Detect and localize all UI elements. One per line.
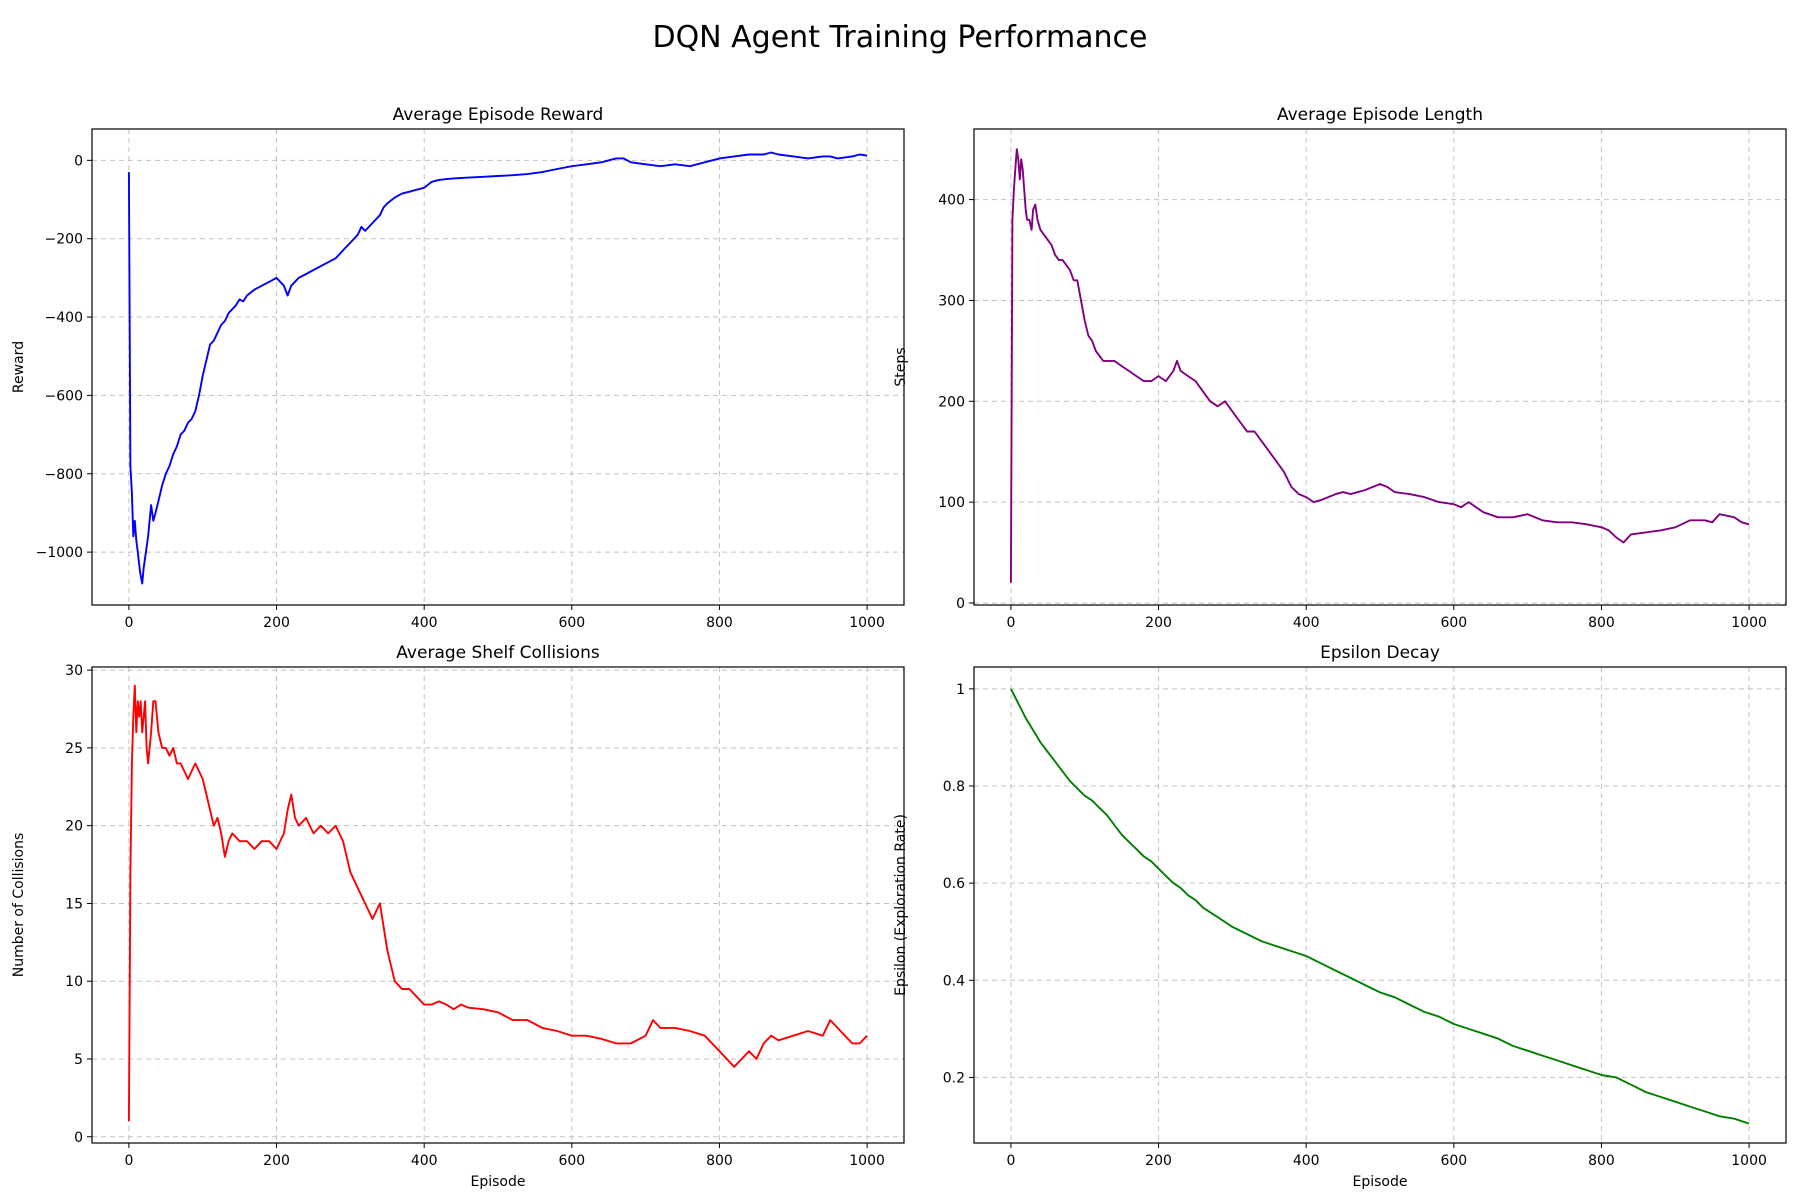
x-tick-label: 0 (124, 1153, 133, 1169)
series-line (127, 151, 868, 585)
x-tick-label: 200 (263, 615, 290, 631)
x-tick-label: 0 (124, 615, 133, 631)
subplot-title: Average Episode Length (1277, 105, 1483, 125)
plot-frame (973, 666, 1787, 1144)
x-tick-label: 0 (1006, 615, 1015, 631)
x-tick-label: 800 (1588, 615, 1615, 631)
x-tick-label: 800 (706, 1153, 733, 1169)
subplot-1: 0 200 400 600 800 1000 −1000 −800 −600 −400 −200 0 A… (11, 105, 905, 631)
series-line (127, 684, 868, 1122)
y-tick-label: 25 (65, 741, 83, 757)
x-tick-label: 600 (558, 615, 585, 631)
y-tick-label: −1000 (36, 545, 83, 561)
x-tick-label: 1000 (1731, 1153, 1767, 1169)
y-axis-label: Epsilon (Exploration Rate) (893, 814, 909, 996)
y-tick-label: 0.4 (943, 973, 965, 989)
y-tick-label: 15 (65, 896, 83, 912)
x-tick-label: 1000 (849, 615, 885, 631)
subplot-2: 0 200 400 600 800 1000 0 100 200 300 400 Average Ep… (893, 105, 1787, 631)
series-line (1010, 688, 1750, 1125)
x-tick-label: 200 (1145, 615, 1172, 631)
y-tick-label: 0 (74, 1130, 83, 1146)
y-tick-label: 30 (65, 663, 83, 679)
y-tick-label: 0 (74, 153, 83, 169)
figure-title: DQN Agent Training Performance (652, 20, 1147, 55)
x-tick-label: 800 (706, 615, 733, 631)
plot-frame (973, 128, 1787, 606)
x-tick-label: 600 (1440, 1153, 1467, 1169)
y-tick-label: 0.6 (943, 876, 965, 892)
y-tick-label: 10 (65, 974, 83, 990)
plot-frame (91, 666, 905, 1144)
y-tick-label: −800 (45, 467, 83, 483)
x-tick-label: 1000 (1731, 615, 1767, 631)
y-axis-label: Reward (11, 341, 27, 393)
x-tick-label: 400 (411, 615, 438, 631)
y-axis-label: Steps (893, 347, 909, 386)
x-axis-label: Episode (1353, 1174, 1408, 1190)
y-tick-label: −200 (45, 232, 83, 248)
y-tick-label: 100 (938, 495, 965, 511)
subplot-title: Average Episode Reward (393, 105, 604, 125)
y-tick-label: 300 (938, 293, 965, 309)
y-tick-label: 5 (74, 1052, 83, 1068)
y-axis-label: Number of Collisions (11, 833, 27, 978)
y-tick-label: 200 (938, 394, 965, 410)
x-tick-label: 400 (1293, 615, 1320, 631)
subplot-title: Epsilon Decay (1320, 643, 1440, 663)
x-tick-label: 800 (1588, 1153, 1615, 1169)
x-tick-label: 400 (411, 1153, 438, 1169)
y-tick-label: 0 (956, 596, 965, 612)
plot-frame (91, 128, 905, 606)
y-tick-label: −400 (45, 310, 83, 326)
subplot-3: 0 200 400 600 800 1000 0 5 10 15 20 25 30 Average She… (11, 643, 905, 1190)
x-tick-label: 600 (558, 1153, 585, 1169)
y-tick-label: 0.2 (943, 1070, 965, 1086)
x-tick-label: 400 (1293, 1153, 1320, 1169)
y-tick-label: 20 (65, 819, 83, 835)
x-tick-label: 200 (1145, 1153, 1172, 1169)
x-tick-label: 200 (263, 1153, 290, 1169)
y-tick-label: 0.8 (943, 779, 965, 795)
series-line (1009, 148, 1750, 583)
x-axis-label: Episode (471, 1174, 526, 1190)
y-tick-label: −600 (45, 388, 83, 404)
x-tick-label: 0 (1006, 1153, 1015, 1169)
subplot-4: 0 200 400 600 800 1000 0.2 0.4 0.6 0.8 1 Epsilon De… (893, 643, 1787, 1190)
y-tick-label: 400 (938, 193, 965, 209)
y-tick-label: 1 (956, 682, 965, 698)
x-tick-label: 600 (1440, 615, 1467, 631)
x-tick-label: 1000 (849, 1153, 885, 1169)
subplot-title: Average Shelf Collisions (396, 643, 600, 663)
